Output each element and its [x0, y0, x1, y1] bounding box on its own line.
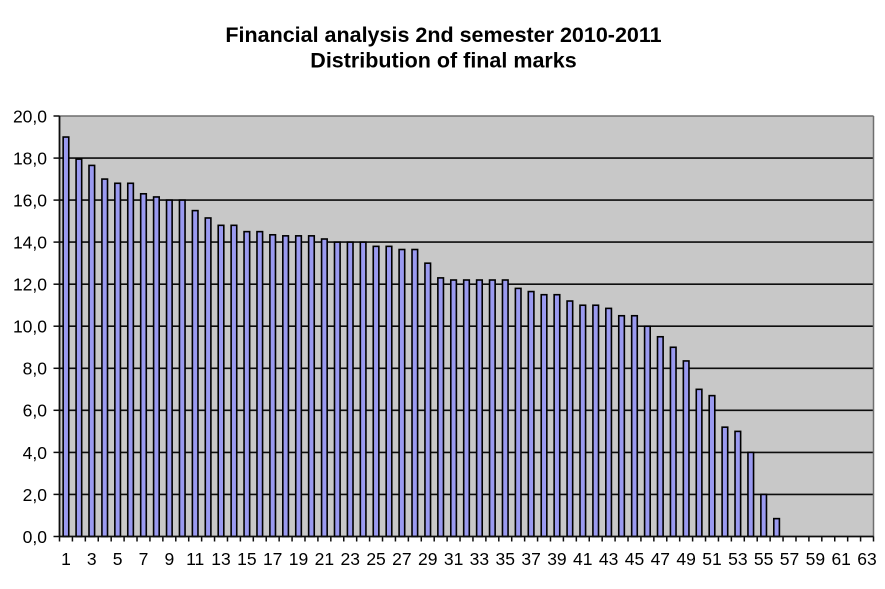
svg-text:8,0: 8,0	[23, 359, 48, 379]
svg-text:6,0: 6,0	[23, 401, 48, 421]
svg-text:61: 61	[831, 549, 850, 569]
svg-text:10,0: 10,0	[13, 317, 47, 337]
svg-text:31: 31	[444, 549, 463, 569]
svg-text:41: 41	[573, 549, 592, 569]
svg-text:51: 51	[702, 549, 721, 569]
svg-text:45: 45	[625, 549, 644, 569]
svg-text:15: 15	[237, 549, 256, 569]
svg-text:7: 7	[139, 549, 149, 569]
svg-text:21: 21	[315, 549, 334, 569]
svg-text:9: 9	[164, 549, 174, 569]
svg-text:47: 47	[651, 549, 670, 569]
svg-text:13: 13	[211, 549, 230, 569]
svg-text:37: 37	[521, 549, 540, 569]
svg-text:2,0: 2,0	[23, 485, 48, 505]
svg-text:43: 43	[599, 549, 618, 569]
svg-text:49: 49	[676, 549, 695, 569]
svg-text:18,0: 18,0	[13, 149, 47, 169]
svg-text:53: 53	[728, 549, 747, 569]
svg-text:12,0: 12,0	[13, 275, 47, 295]
svg-text:57: 57	[780, 549, 799, 569]
svg-text:4,0: 4,0	[23, 443, 48, 463]
svg-text:20,0: 20,0	[13, 106, 47, 126]
svg-text:35: 35	[496, 549, 515, 569]
svg-text:Distribution of final marks: Distribution of final marks	[310, 49, 576, 73]
svg-text:5: 5	[113, 549, 123, 569]
svg-text:27: 27	[392, 549, 411, 569]
svg-text:33: 33	[470, 549, 489, 569]
svg-text:59: 59	[806, 549, 825, 569]
svg-text:19: 19	[289, 549, 308, 569]
svg-text:29: 29	[418, 549, 437, 569]
svg-text:3: 3	[87, 549, 97, 569]
svg-text:25: 25	[366, 549, 385, 569]
svg-text:23: 23	[340, 549, 359, 569]
svg-text:Financial analysis 2nd semeste: Financial analysis 2nd semester 2010-201…	[225, 23, 661, 47]
svg-text:63: 63	[857, 549, 876, 569]
svg-text:1: 1	[61, 549, 71, 569]
svg-text:39: 39	[547, 549, 566, 569]
svg-text:11: 11	[186, 549, 204, 569]
svg-text:14,0: 14,0	[13, 233, 47, 253]
svg-text:55: 55	[754, 549, 773, 569]
svg-text:0,0: 0,0	[23, 527, 48, 547]
svg-text:17: 17	[263, 549, 282, 569]
svg-text:16,0: 16,0	[13, 191, 47, 211]
